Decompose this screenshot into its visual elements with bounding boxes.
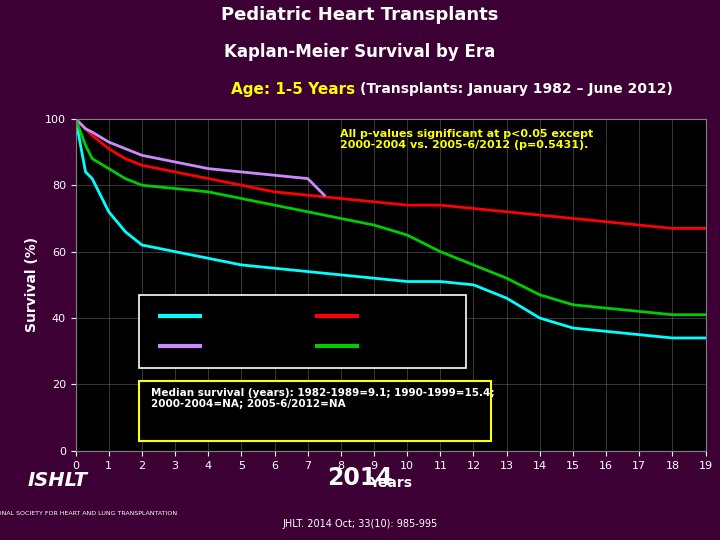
Bar	[138, 295, 467, 368]
Text: 2014: 2014	[327, 467, 393, 490]
Text: (Transplants: January 1982 – June 2012): (Transplants: January 1982 – June 2012)	[360, 82, 673, 96]
Text: JHLT. 2014 Oct; 33(10): 985-995: JHLT. 2014 Oct; 33(10): 985-995	[282, 519, 438, 529]
Bar	[138, 381, 491, 441]
Text: Pediatric Heart Transplants: Pediatric Heart Transplants	[221, 5, 499, 24]
Text: ISHLT: ISHLT	[27, 471, 88, 490]
X-axis label: Years: Years	[369, 476, 412, 490]
Text: Kaplan-Meier Survival by Era: Kaplan-Meier Survival by Era	[225, 43, 495, 61]
Text: Median survival (years): 1982-1989=9.1; 1990-1999=15.4;
2000-2004=NA; 2005-6/201: Median survival (years): 1982-1989=9.1; …	[151, 388, 495, 409]
Y-axis label: Survival (%): Survival (%)	[25, 237, 40, 333]
Text: All p-values significant at p<0.05 except
2000-2004 vs. 2005-6/2012 (p=0.5431).: All p-values significant at p<0.05 excep…	[340, 129, 593, 150]
Text: ISHLT • INTERNATIONAL SOCIETY FOR HEART AND LUNG TRANSPLANTATION: ISHLT • INTERNATIONAL SOCIETY FOR HEART …	[0, 511, 176, 516]
Text: Age: 1-5 Years: Age: 1-5 Years	[230, 82, 360, 97]
